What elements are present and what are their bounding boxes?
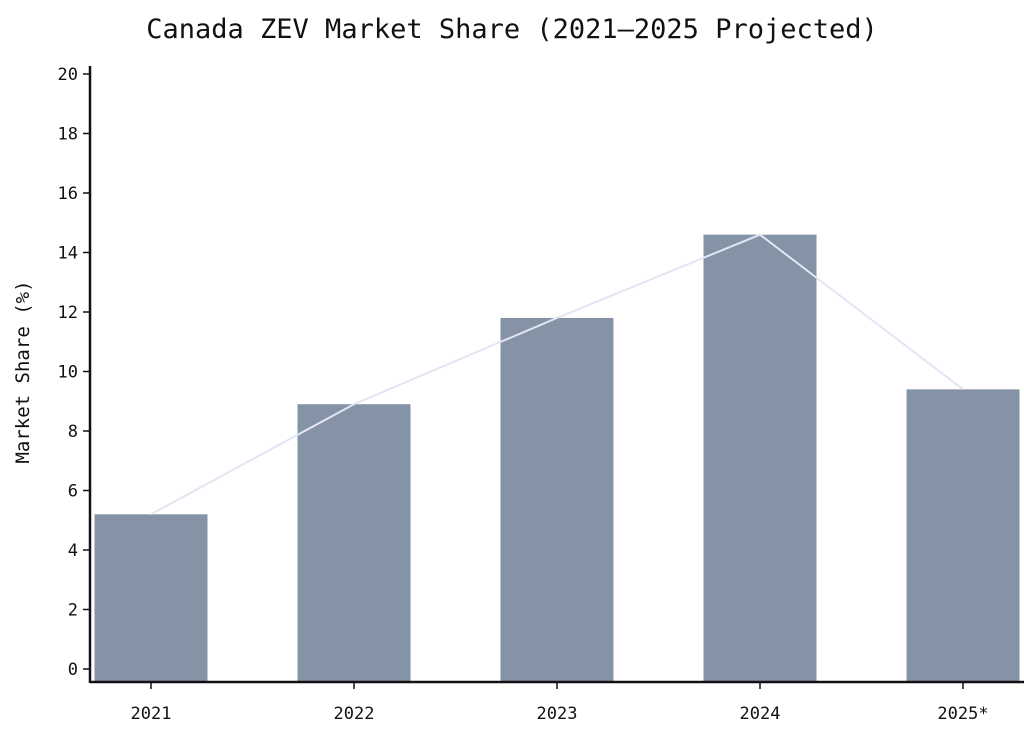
- chart-title: Canada ZEV Market Share (2021–2025 Proje…: [146, 14, 878, 45]
- trend-line: [150, 233, 964, 516]
- x-tick-label: 2024: [740, 704, 781, 724]
- y-tick-label: 14: [58, 244, 78, 264]
- bar-2022: [297, 404, 411, 682]
- y-tick-label: 20: [58, 65, 78, 85]
- bar-2023: [500, 317, 614, 682]
- x-tick-label: 2025*: [937, 704, 988, 724]
- x-tick-label: 2021: [131, 704, 172, 724]
- y-axis-label: Market Share (%): [12, 280, 34, 463]
- y-tick-label: 10: [58, 363, 78, 383]
- bar-2025*: [906, 389, 1020, 682]
- y-tick-label: 16: [58, 184, 78, 204]
- bar-2024: [703, 234, 817, 682]
- y-tick-label: 6: [68, 482, 78, 502]
- bar-2021: [94, 514, 208, 682]
- y-tick-label: 8: [68, 422, 78, 442]
- x-tick-label: 2023: [537, 704, 578, 724]
- y-tick-label: 2: [68, 601, 78, 621]
- x-tick-label: 2022: [334, 704, 375, 724]
- y-tick-label: 4: [68, 541, 78, 561]
- y-tick-label: 12: [58, 303, 78, 323]
- y-tick-label: 0: [68, 660, 78, 680]
- y-tick-label: 18: [58, 125, 78, 145]
